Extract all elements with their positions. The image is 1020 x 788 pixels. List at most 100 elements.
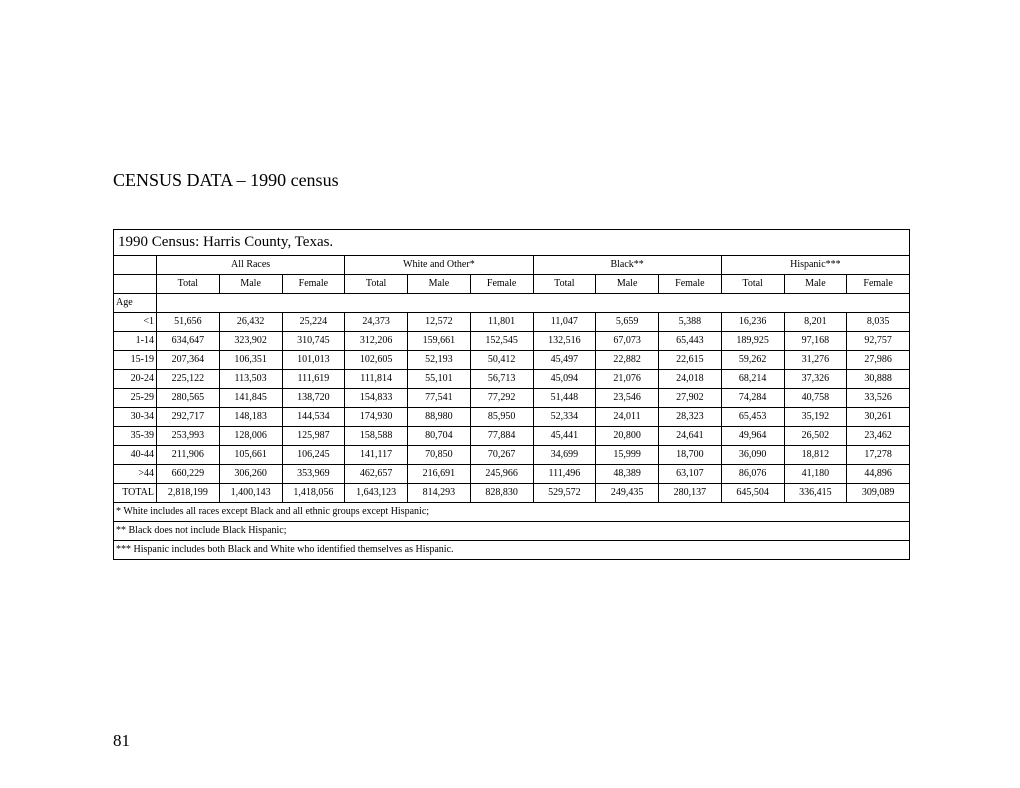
data-cell: 49,964 bbox=[721, 427, 784, 446]
footnote: ** Black does not include Black Hispanic… bbox=[114, 522, 910, 541]
data-cell: 309,089 bbox=[847, 484, 910, 503]
data-cell: 15,999 bbox=[596, 446, 659, 465]
data-cell: 132,516 bbox=[533, 332, 596, 351]
data-cell: 67,073 bbox=[596, 332, 659, 351]
data-cell: 16,236 bbox=[721, 313, 784, 332]
data-cell: 11,047 bbox=[533, 313, 596, 332]
data-cell: 111,814 bbox=[345, 370, 408, 389]
data-cell: 40,758 bbox=[784, 389, 847, 408]
page-number: 81 bbox=[113, 731, 130, 751]
data-cell: 65,453 bbox=[721, 408, 784, 427]
data-cell: 8,035 bbox=[847, 313, 910, 332]
total-label: TOTAL bbox=[114, 484, 157, 503]
data-cell: 70,850 bbox=[408, 446, 471, 465]
col-header: Male bbox=[784, 275, 847, 294]
data-cell: 63,107 bbox=[659, 465, 722, 484]
data-cell: 245,966 bbox=[470, 465, 533, 484]
data-cell: 45,497 bbox=[533, 351, 596, 370]
col-header: Female bbox=[659, 275, 722, 294]
data-cell: 86,076 bbox=[721, 465, 784, 484]
data-cell: 125,987 bbox=[282, 427, 345, 446]
row-label: <1 bbox=[114, 313, 157, 332]
data-cell: 48,389 bbox=[596, 465, 659, 484]
data-cell: 8,201 bbox=[784, 313, 847, 332]
data-cell: 27,902 bbox=[659, 389, 722, 408]
footnote-row: ** Black does not include Black Hispanic… bbox=[114, 522, 910, 541]
table-row: 30-34292,717148,183144,534174,93088,9808… bbox=[114, 408, 910, 427]
data-cell: 138,720 bbox=[282, 389, 345, 408]
subtitle-row: 1990 Census: Harris County, Texas. bbox=[114, 230, 910, 256]
footnote-row: * White includes all races except Black … bbox=[114, 503, 910, 522]
data-cell: 51,656 bbox=[157, 313, 220, 332]
data-cell: 70,267 bbox=[470, 446, 533, 465]
data-cell: 159,661 bbox=[408, 332, 471, 351]
data-cell: 23,546 bbox=[596, 389, 659, 408]
data-cell: 225,122 bbox=[157, 370, 220, 389]
data-cell: 45,094 bbox=[533, 370, 596, 389]
row-label: 35-39 bbox=[114, 427, 157, 446]
data-cell: 25,224 bbox=[282, 313, 345, 332]
data-cell: 77,884 bbox=[470, 427, 533, 446]
data-cell: 77,292 bbox=[470, 389, 533, 408]
col-header: Male bbox=[596, 275, 659, 294]
data-cell: 80,704 bbox=[408, 427, 471, 446]
age-header-row: Age bbox=[114, 294, 910, 313]
data-cell: 5,388 bbox=[659, 313, 722, 332]
data-cell: 20,800 bbox=[596, 427, 659, 446]
data-cell: 101,013 bbox=[282, 351, 345, 370]
footnote-row: *** Hispanic includes both Black and Whi… bbox=[114, 541, 910, 560]
data-cell: 36,090 bbox=[721, 446, 784, 465]
data-cell: 336,415 bbox=[784, 484, 847, 503]
data-cell: 660,229 bbox=[157, 465, 220, 484]
row-label: 15-19 bbox=[114, 351, 157, 370]
data-cell: 216,691 bbox=[408, 465, 471, 484]
footnote: * White includes all races except Black … bbox=[114, 503, 910, 522]
data-cell: 154,833 bbox=[345, 389, 408, 408]
data-cell: 148,183 bbox=[219, 408, 282, 427]
data-cell: 24,018 bbox=[659, 370, 722, 389]
data-cell: 74,284 bbox=[721, 389, 784, 408]
data-cell: 68,214 bbox=[721, 370, 784, 389]
data-cell: 26,432 bbox=[219, 313, 282, 332]
data-cell: 113,503 bbox=[219, 370, 282, 389]
data-cell: 37,326 bbox=[784, 370, 847, 389]
table-row: 40-44211,906105,661106,245141,11770,8507… bbox=[114, 446, 910, 465]
data-cell: 207,364 bbox=[157, 351, 220, 370]
row-label: 40-44 bbox=[114, 446, 157, 465]
data-cell: 158,588 bbox=[345, 427, 408, 446]
data-cell: 141,845 bbox=[219, 389, 282, 408]
data-cell: 106,351 bbox=[219, 351, 282, 370]
data-cell: 12,572 bbox=[408, 313, 471, 332]
table-row: 1-14634,647323,902310,745312,206159,6611… bbox=[114, 332, 910, 351]
page-title: CENSUS DATA – 1990 census bbox=[113, 170, 910, 191]
data-cell: 41,180 bbox=[784, 465, 847, 484]
group-header: Hispanic*** bbox=[721, 256, 909, 275]
group-header: White and Other* bbox=[345, 256, 533, 275]
data-cell: 22,882 bbox=[596, 351, 659, 370]
data-cell: 634,647 bbox=[157, 332, 220, 351]
data-cell: 128,006 bbox=[219, 427, 282, 446]
blank-cell bbox=[114, 275, 157, 294]
data-cell: 44,896 bbox=[847, 465, 910, 484]
data-cell: 26,502 bbox=[784, 427, 847, 446]
data-cell: 105,661 bbox=[219, 446, 282, 465]
data-cell: 814,293 bbox=[408, 484, 471, 503]
data-cell: 77,541 bbox=[408, 389, 471, 408]
data-cell: 30,888 bbox=[847, 370, 910, 389]
data-cell: 106,245 bbox=[282, 446, 345, 465]
col-header: Total bbox=[157, 275, 220, 294]
data-cell: 323,902 bbox=[219, 332, 282, 351]
data-cell: 18,700 bbox=[659, 446, 722, 465]
data-cell: 28,323 bbox=[659, 408, 722, 427]
sub-header-row: Total Male Female Total Male Female Tota… bbox=[114, 275, 910, 294]
data-cell: 35,192 bbox=[784, 408, 847, 427]
data-cell: 2,818,199 bbox=[157, 484, 220, 503]
data-cell: 280,565 bbox=[157, 389, 220, 408]
data-cell: 111,619 bbox=[282, 370, 345, 389]
table-row: 15-19207,364106,351101,013102,60552,1935… bbox=[114, 351, 910, 370]
blank-cell bbox=[114, 256, 157, 275]
data-cell: 529,572 bbox=[533, 484, 596, 503]
data-cell: 152,545 bbox=[470, 332, 533, 351]
col-header: Total bbox=[533, 275, 596, 294]
col-header: Female bbox=[847, 275, 910, 294]
